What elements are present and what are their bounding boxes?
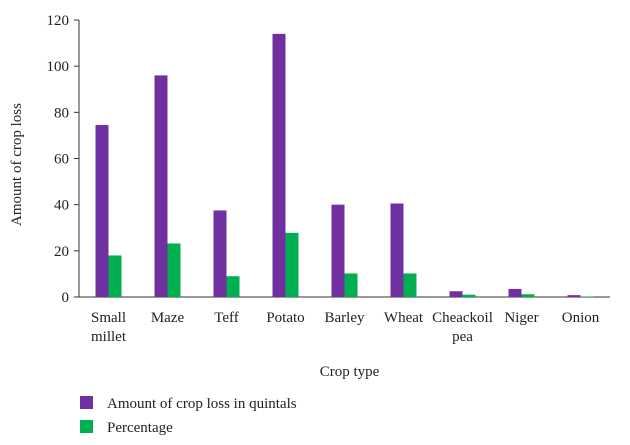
bars xyxy=(95,33,594,298)
x-tick-labels: Small millet Maze Teff Potato Barley Wheat Chea… xyxy=(91,310,600,345)
bar-amount xyxy=(508,288,522,297)
legend-swatch xyxy=(80,420,93,433)
bar-percentage xyxy=(167,243,181,297)
bar-percentage xyxy=(521,294,535,297)
bar-amount xyxy=(567,295,581,297)
y-tick-label: 60 xyxy=(54,152,69,168)
y-tick-label: 40 xyxy=(54,198,69,214)
y-tick-label: 100 xyxy=(47,59,70,75)
bar-percentage xyxy=(462,294,476,297)
y-tick-label: 0 xyxy=(62,290,70,306)
y-tick-label: 20 xyxy=(54,244,69,260)
legend-swatch xyxy=(80,396,93,409)
x-tick-label: Niger xyxy=(504,310,538,326)
x-tick-label: Small millet xyxy=(91,310,127,345)
bar-amount xyxy=(154,75,168,298)
x-tick-label-line: Barley xyxy=(325,310,365,326)
x-tick-label: Wheat xyxy=(384,310,424,326)
bar-percentage xyxy=(108,255,122,297)
legend: Amount of crop loss in quintals Percentag… xyxy=(80,396,297,436)
legend-label: Amount of crop loss in quintals xyxy=(107,396,297,412)
bar-amount xyxy=(331,204,345,297)
x-tick-label-line: Niger xyxy=(504,310,538,326)
bar-percentage xyxy=(285,232,299,297)
bar-percentage xyxy=(403,273,417,297)
bar-amount xyxy=(272,33,286,297)
x-tick-label: Maze xyxy=(151,310,185,326)
x-tick-label: Onion xyxy=(562,310,600,326)
x-tick-label-line: Potato xyxy=(266,310,304,326)
x-tick-label-line: Wheat xyxy=(384,310,424,326)
x-tick-label: Barley xyxy=(325,310,365,326)
y-axis-title: Amount of crop loss xyxy=(9,103,25,226)
x-tick-label-line: Teff xyxy=(214,310,239,326)
x-tick-label-line: Onion xyxy=(562,310,600,326)
x-tick-label-line: Maze xyxy=(151,310,185,326)
y-ticks: 0 20 40 60 80 100 120 xyxy=(47,13,79,306)
bar-percentage xyxy=(580,296,594,298)
x-axis-title: Crop type xyxy=(320,364,380,380)
bar-percentage xyxy=(226,276,240,297)
bar-amount xyxy=(95,125,109,297)
bar-amount xyxy=(390,203,404,297)
x-tick-label: Potato xyxy=(266,310,304,326)
bar-amount xyxy=(213,210,227,297)
x-tick-label-line: Cheackoil xyxy=(432,310,493,326)
bar-percentage xyxy=(344,273,358,297)
y-tick-label: 120 xyxy=(47,13,70,29)
bar-amount xyxy=(449,291,463,297)
x-tick-label-line: millet xyxy=(91,329,127,345)
x-tick-label-line: pea xyxy=(452,329,473,345)
y-tick-label: 80 xyxy=(54,105,69,121)
x-tick-label: Teff xyxy=(214,310,239,326)
x-tick-label: Cheackoil pea xyxy=(432,310,493,345)
legend-label: Percentage xyxy=(107,420,173,436)
x-tick-label-line: Small xyxy=(91,310,126,326)
